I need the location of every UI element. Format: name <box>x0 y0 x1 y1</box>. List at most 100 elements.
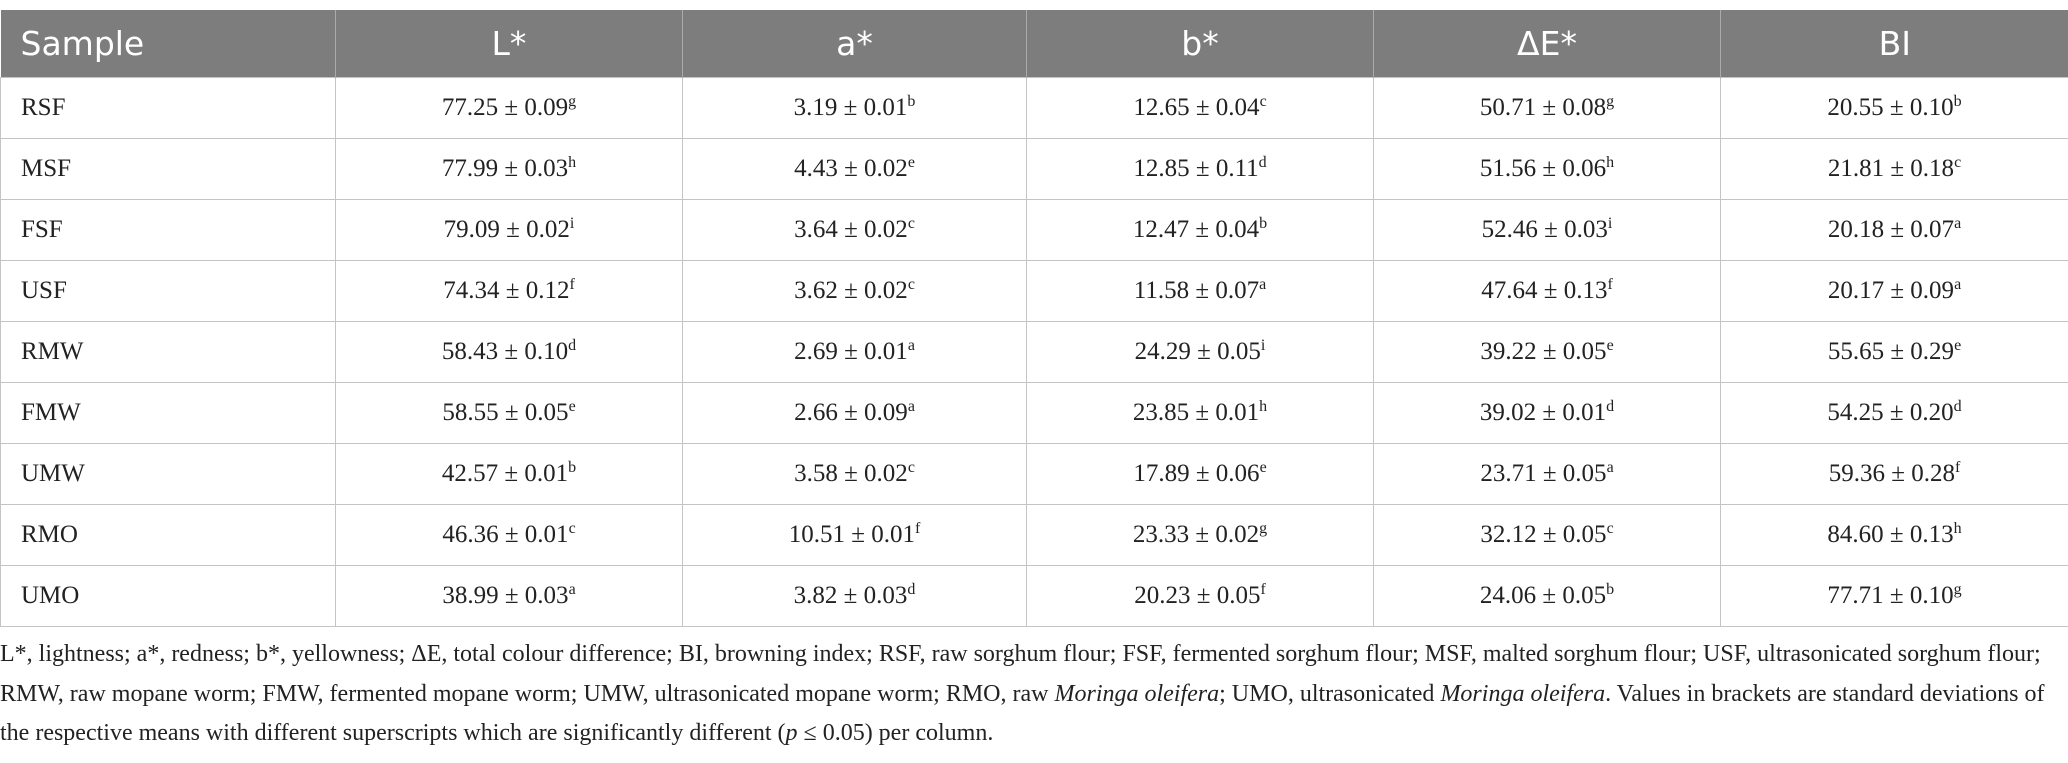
cell-value: 23.71 ± 0.05 <box>1480 460 1607 487</box>
table-cell: 42.57 ± 0.01b <box>335 443 683 505</box>
cell-superscript: d <box>568 337 577 354</box>
table-cell: 23.71 ± 0.05a <box>1373 443 1721 505</box>
cell-superscript: i <box>569 215 575 232</box>
cell-superscript: g <box>1606 93 1615 110</box>
table-cell: 50.71 ± 0.08g <box>1373 77 1721 139</box>
cell-superscript: f <box>1607 276 1613 293</box>
cell-value: FSF <box>21 216 63 243</box>
table-cell: 3.62 ± 0.02c <box>682 260 1027 322</box>
table-cell: 32.12 ± 0.05c <box>1373 504 1721 566</box>
cell-value: 20.23 ± 0.05 <box>1134 582 1261 609</box>
table-cell: 51.56 ± 0.06h <box>1373 138 1721 200</box>
cell-superscript: i <box>1260 337 1266 354</box>
cell-value: 58.43 ± 0.10 <box>441 338 569 365</box>
cell-superscript: g <box>1953 581 1962 598</box>
table-cell: 2.66 ± 0.09a <box>682 382 1027 444</box>
cell-value: USF <box>21 277 67 304</box>
cell-superscript: a <box>907 337 915 354</box>
cell-value: RMW <box>21 338 84 365</box>
cell-superscript: c <box>907 215 915 232</box>
cell-value: 38.99 ± 0.03 <box>442 582 569 609</box>
cell-superscript: a <box>1259 276 1267 293</box>
footnote-text: ; UMO, ultrasonicated <box>1219 680 1441 707</box>
cell-value: 12.47 ± 0.04 <box>1132 216 1260 243</box>
cell-value: 46.36 ± 0.01 <box>442 521 569 548</box>
cell-value: 51.56 ± 0.06 <box>1479 155 1607 182</box>
cell-value: 23.85 ± 0.01 <box>1132 399 1260 426</box>
table-cell: 11.58 ± 0.07a <box>1026 260 1374 322</box>
cell-superscript: b <box>568 459 577 476</box>
table-cell: 12.47 ± 0.04b <box>1026 199 1374 261</box>
header-cell: Sample <box>0 10 336 78</box>
table-cell: FMW <box>0 382 336 444</box>
table-cell: 3.58 ± 0.02c <box>682 443 1027 505</box>
table-cell: UMW <box>0 443 336 505</box>
footnote-text: ≤ 0.05) per column. <box>797 720 994 746</box>
header-cell: BI <box>1720 10 2068 78</box>
cell-value: 21.81 ± 0.18 <box>1827 155 1955 182</box>
table-cell: 3.64 ± 0.02c <box>682 199 1027 261</box>
cell-superscript: c <box>1259 93 1267 110</box>
cell-value: 39.02 ± 0.01 <box>1479 399 1607 426</box>
header-cell: ΔE* <box>1373 10 1721 78</box>
table-row: RMW 58.43 ± 0.10d 2.69 ± 0.01a 24.29 ± 0.05… <box>0 321 2068 383</box>
cell-value: 52.46 ± 0.03 <box>1481 216 1608 243</box>
cell-value: 58.55 ± 0.05 <box>442 399 569 426</box>
cell-value: 55.65 ± 0.29 <box>1827 338 1955 365</box>
table-cell: UMO <box>0 565 336 627</box>
header-cell: b* <box>1026 10 1374 78</box>
cell-value: 77.99 ± 0.03 <box>441 155 569 182</box>
cell-value: 50.71 ± 0.08 <box>1479 94 1607 121</box>
cell-superscript: a <box>1954 215 1962 232</box>
cell-superscript: d <box>1606 398 1615 415</box>
header-cell: a* <box>682 10 1027 78</box>
cell-value: 20.55 ± 0.10 <box>1827 94 1954 121</box>
table-cell: 46.36 ± 0.01c <box>335 504 683 566</box>
cell-value: 2.66 ± 0.09 <box>794 399 908 426</box>
cell-value: 39.22 ± 0.05 <box>1480 338 1607 365</box>
table-row: RMO 46.36 ± 0.01c 10.51 ± 0.01f 23.33 ± 0.0… <box>0 504 2068 566</box>
cell-superscript: a <box>907 398 915 415</box>
cell-superscript: a <box>1954 276 1962 293</box>
cell-value: 3.64 ± 0.02 <box>794 216 908 243</box>
table-row: MSF 77.99 ± 0.03h 4.43 ± 0.02e 12.85 ± 0.11… <box>0 138 2068 200</box>
cell-value: 77.71 ± 0.10 <box>1827 582 1954 609</box>
cell-value: 54.25 ± 0.20 <box>1827 399 1954 426</box>
header-cell: L* <box>335 10 683 78</box>
cell-value: 17.89 ± 0.06 <box>1133 460 1260 487</box>
table-cell: 58.55 ± 0.05e <box>335 382 683 444</box>
table-cell: 59.36 ± 0.28f <box>1720 443 2068 505</box>
table-row: UMW 42.57 ± 0.01b 3.58 ± 0.02c 17.89 ± 0.06… <box>0 443 2068 505</box>
cell-value: 2.69 ± 0.01 <box>794 338 908 365</box>
cell-superscript: f <box>1260 581 1266 598</box>
cell-value: 10.51 ± 0.01 <box>788 521 915 548</box>
table-cell: 77.25 ± 0.09g <box>335 77 683 139</box>
cell-value: 32.12 ± 0.05 <box>1480 521 1607 548</box>
data-table: Sample L* a* b* ΔE* BI RSF 77.25 ± 0.09g 3.19 ±… <box>0 10 2068 627</box>
cell-value: 84.60 ± 0.13 <box>1827 521 1954 548</box>
cell-value: 20.17 ± 0.09 <box>1827 277 1955 304</box>
cell-superscript: f <box>569 276 575 293</box>
table-cell: 12.65 ± 0.04c <box>1026 77 1374 139</box>
cell-superscript: c <box>907 276 915 293</box>
table-cell: 20.18 ± 0.07a <box>1720 199 2068 261</box>
table-cell: 38.99 ± 0.03a <box>335 565 683 627</box>
cell-value: 3.82 ± 0.03 <box>793 582 908 609</box>
cell-value: 74.34 ± 0.12 <box>443 277 570 304</box>
footnote-italic: p <box>785 720 798 746</box>
table-cell: USF <box>0 260 336 322</box>
table-cell: 3.82 ± 0.03d <box>682 565 1027 627</box>
cell-superscript: f <box>1954 459 1961 476</box>
table-cell: RSF <box>0 77 336 139</box>
cell-superscript: e <box>907 154 915 171</box>
cell-superscript: g <box>568 93 577 110</box>
cell-superscript: b <box>1953 93 1962 110</box>
cell-superscript: b <box>1259 215 1268 232</box>
cell-superscript: e <box>1954 337 1962 354</box>
cell-value: RMO <box>21 521 78 548</box>
table-cell: 47.64 ± 0.13f <box>1373 260 1721 322</box>
footnote: L*, lightness; a*, redness; b*, yellowne… <box>0 635 2048 754</box>
cell-superscript: c <box>1954 154 1962 171</box>
cell-superscript: i <box>1607 215 1613 232</box>
footnote-text: . Values in brackets are standard deviat… <box>0 680 2045 747</box>
